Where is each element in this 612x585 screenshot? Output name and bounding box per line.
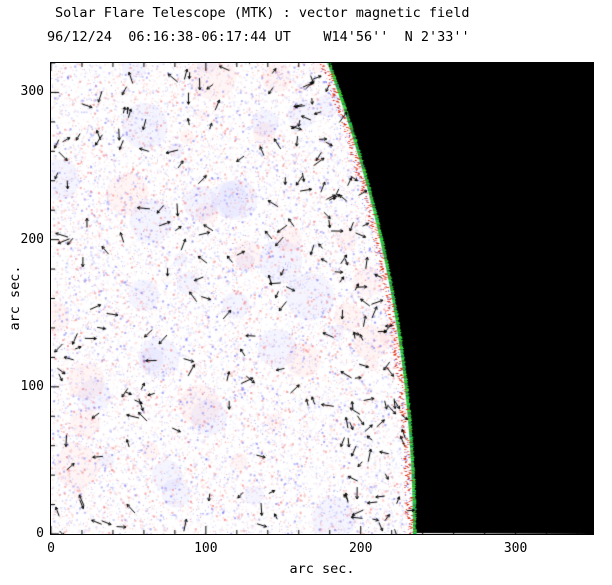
y-tick-label: 200 bbox=[20, 231, 44, 247]
y-tick-label: 0 bbox=[36, 526, 44, 541]
y-tick-label: 100 bbox=[20, 378, 44, 394]
x-tick-label: 300 bbox=[503, 541, 528, 556]
x-tick-label: 0 bbox=[47, 541, 55, 556]
x-tick-label: 200 bbox=[348, 541, 373, 556]
magnetogram-canvas bbox=[51, 63, 593, 534]
x-tick-label: 100 bbox=[194, 541, 218, 556]
y-tick-label: 300 bbox=[20, 84, 44, 100]
chart-title: Solar Flare Telescope (MTK) : vector mag… bbox=[55, 5, 470, 21]
chart-subtitle: 96/12/24 06:16:38-06:17:44 UT W14'56'' N… bbox=[47, 29, 470, 45]
plot-frame bbox=[50, 62, 594, 535]
x-axis-label: arc sec. bbox=[289, 561, 355, 577]
y-axis-label: arc sec. bbox=[7, 265, 23, 331]
